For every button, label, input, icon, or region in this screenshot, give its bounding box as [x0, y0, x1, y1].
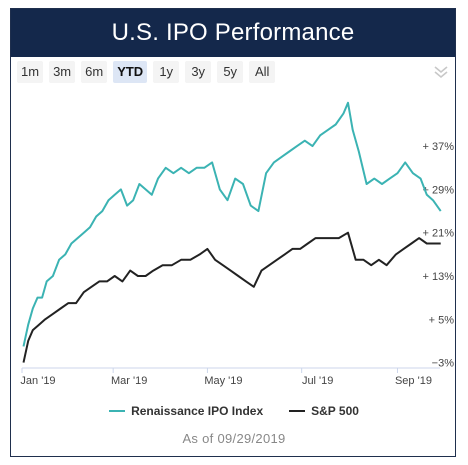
series-line-sp500: [22, 231, 441, 363]
x-tick-label: May '19: [204, 375, 242, 387]
range-button-3m[interactable]: 3m: [49, 61, 76, 83]
x-tick-label: Sep '19: [395, 375, 432, 387]
range-button-ytd[interactable]: YTD: [113, 61, 148, 83]
chart-title: U.S. IPO Performance: [111, 19, 355, 46]
series-line-ipo: [22, 101, 442, 347]
y-tick-label: + 13%: [423, 271, 455, 283]
legend-label-sp500: S&P 500: [311, 404, 359, 418]
range-selector: 1m 3m 6m YTD 1y 3y 5y All: [17, 61, 276, 83]
range-button-3y[interactable]: 3y: [185, 61, 212, 83]
legend-item-ipo[interactable]: Renaissance IPO Index: [109, 404, 263, 418]
range-button-1y[interactable]: 1y: [153, 61, 180, 83]
legend-swatch-sp500: [289, 410, 306, 412]
y-tick-label: + 37%: [423, 141, 455, 153]
legend: Renaissance IPO Index S&P 500: [0, 404, 468, 418]
legend-swatch-ipo: [109, 410, 126, 412]
range-button-1m[interactable]: 1m: [17, 61, 44, 83]
range-button-5y[interactable]: 5y: [217, 61, 244, 83]
y-tick-label: −3%: [432, 358, 455, 370]
range-button-6m[interactable]: 6m: [81, 61, 108, 83]
as-of-date: As of 09/29/2019: [182, 431, 286, 446]
x-tick-label: Mar '19: [111, 375, 147, 387]
legend-item-sp500[interactable]: S&P 500: [289, 404, 359, 418]
y-tick-label: + 5%: [429, 314, 455, 326]
x-tick-label: Jan '19: [20, 375, 55, 387]
legend-label-ipo: Renaissance IPO Index: [131, 404, 264, 418]
header-bar: U.S. IPO Performance: [11, 9, 455, 57]
line-chart: −3% + 5% + 13% + 21% + 29% + 37% Jan '19 Mar '1…: [20, 101, 455, 387]
y-tick-label: + 21%: [423, 228, 455, 240]
double-chevron-down-icon[interactable]: [432, 63, 450, 81]
x-tick-label: Jul '19: [302, 375, 333, 387]
range-button-all[interactable]: All: [249, 61, 276, 83]
y-tick-label: + 29%: [423, 184, 455, 196]
